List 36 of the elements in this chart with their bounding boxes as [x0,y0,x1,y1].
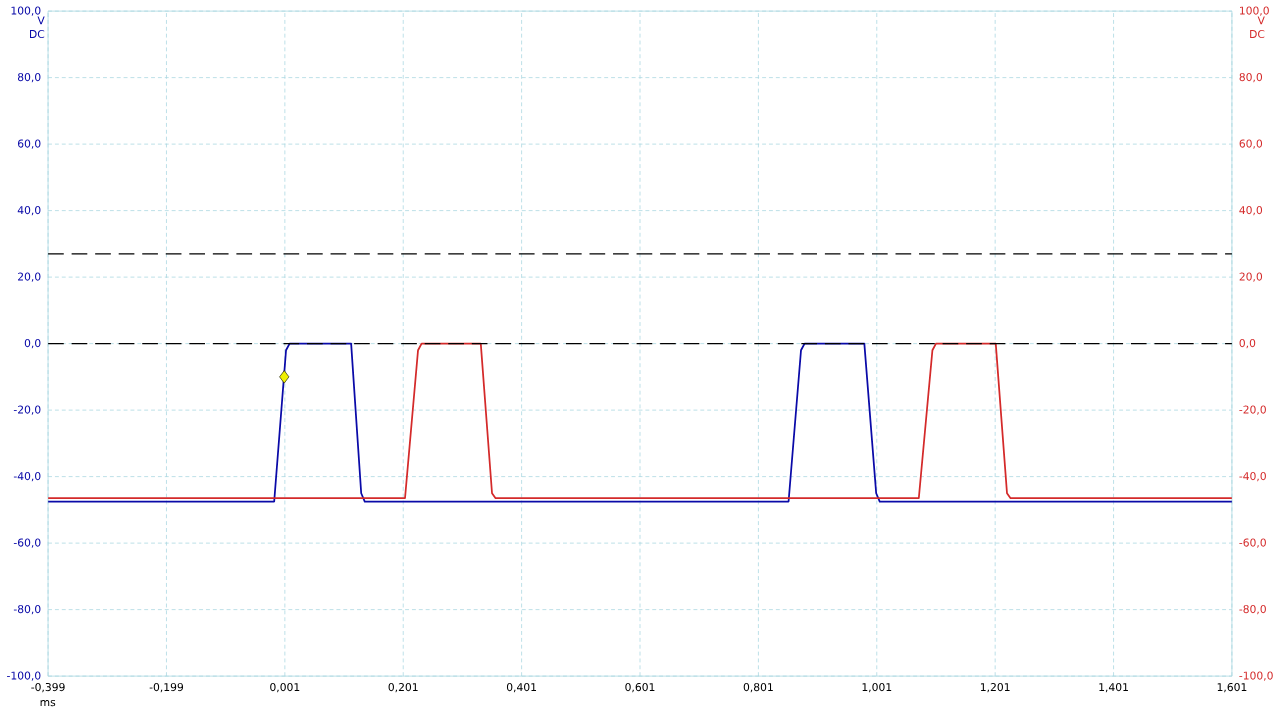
y-tick-label: -20,0 [13,405,41,415]
y-tick-label: 100,0 [11,6,41,16]
x-tick-label: 0,801 [743,682,773,693]
y2-tick-label: 0,0 [1239,338,1256,349]
y2-axis-title: V DC [1250,16,1265,38]
y-tick-label: 60,0 [18,139,41,149]
x-tick-label: 1,401 [1099,682,1128,693]
y-tick-label: -100,0 [7,671,41,681]
x-tick-label: 0,001 [270,682,300,693]
x-axis-title: ms [40,699,56,707]
y-axis-title: V DC [30,16,45,38]
x-tick-label: -0,399 [31,682,65,693]
y2-tick-label: -80,0 [1239,604,1266,615]
y2-tick-label: -40,0 [1239,471,1266,482]
y-tick-label: -40,0 [13,471,41,482]
x-tick-label: -0,199 [149,682,184,693]
y2-tick-label: 40,0 [1239,205,1263,216]
x-tick-label: 0,601 [625,682,655,693]
y-tick-label: 80,0 [17,72,41,83]
y2-tick-label: 20,0 [1239,272,1263,282]
x-tick-label: 1,601 [1217,682,1247,693]
y2-tick-label: 60,0 [1239,139,1263,149]
x-tick-label: 1,201 [980,682,1010,693]
x-tick-label: 0,401 [506,682,537,693]
y-tick-label: 0,0 [24,338,41,349]
y2-tick-label: 80,0 [1239,72,1263,83]
y2-tick-label: 100,0 [1240,6,1269,16]
y-tick-label: -80,0 [13,604,41,615]
x-tick-label: 1,001 [862,682,892,693]
y2-tick-label: -60,0 [1239,538,1266,548]
y2-tick-label: -20,0 [1239,405,1266,415]
y-tick-label: 40,0 [17,205,41,216]
y-tick-label: -60,0 [13,538,41,548]
y-tick-label: 20,0 [18,272,41,282]
x-tick-label: 0,201 [388,682,418,693]
y2-tick-label: -100,0 [1239,671,1273,681]
